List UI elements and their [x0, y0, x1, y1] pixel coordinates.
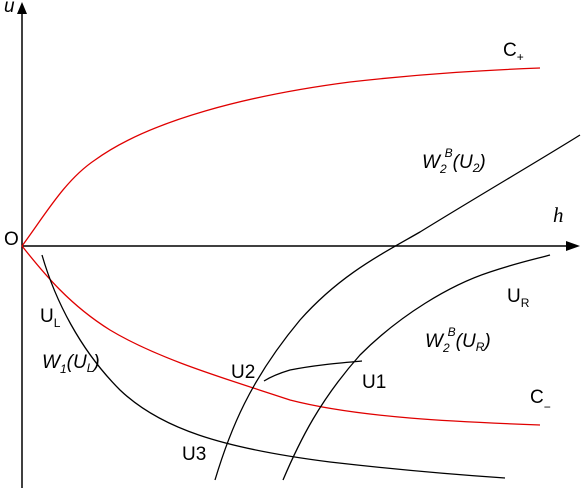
label-part: 2: [472, 161, 480, 175]
label-part: ): [477, 152, 485, 173]
w2-ur-curve: [282, 254, 551, 481]
label-part: 2: [442, 341, 450, 355]
ur-label: UR: [507, 286, 530, 310]
label-part: L: [54, 316, 61, 330]
label-part: R: [476, 340, 485, 354]
origin-label: O: [4, 229, 19, 250]
label-part: C: [503, 40, 517, 61]
u3-label: U3: [182, 444, 206, 465]
c-minus-label: C−: [530, 387, 551, 414]
label-part: (U: [67, 352, 87, 373]
h-axis-arrow: [566, 241, 580, 251]
u-axis-label: u: [4, 0, 15, 17]
label-part: 2: [439, 162, 447, 176]
ul-label: UL: [40, 306, 61, 330]
w2-ur-label: W2 B(UR): [425, 325, 491, 355]
label-part: W: [425, 331, 445, 352]
connector-curve: [263, 360, 363, 382]
label-part: C: [530, 387, 544, 408]
h-axis-label: h: [553, 203, 564, 227]
label-part: W: [42, 352, 62, 373]
c-plus-curve: [21, 67, 541, 247]
label-part: −: [544, 400, 551, 414]
label-part: R: [521, 296, 530, 310]
w1-ul-label: W1(UL): [42, 352, 100, 376]
u-axis-arrow: [17, 2, 27, 14]
label-part: B: [448, 325, 456, 339]
label-part: W: [422, 152, 442, 173]
w1-curve: [41, 254, 506, 479]
label-part: B: [445, 146, 453, 160]
label-part: ): [91, 352, 99, 373]
u2-label: U2: [231, 362, 255, 383]
w2-u2-label: W2B(U2): [422, 146, 486, 176]
label-part: 1: [60, 362, 67, 376]
label-part: L: [87, 361, 94, 375]
label-part: U: [40, 306, 54, 327]
label-part: (U: [456, 331, 476, 352]
label-part: U: [507, 286, 521, 307]
label-part: (U: [453, 152, 473, 173]
w2-u2-curve: [214, 134, 581, 481]
c-minus-curve: [21, 245, 541, 426]
u1-label: U1: [362, 372, 386, 393]
label-part: ): [482, 331, 490, 352]
label-part: +: [517, 50, 524, 64]
c-plus-label: C+: [503, 40, 524, 64]
